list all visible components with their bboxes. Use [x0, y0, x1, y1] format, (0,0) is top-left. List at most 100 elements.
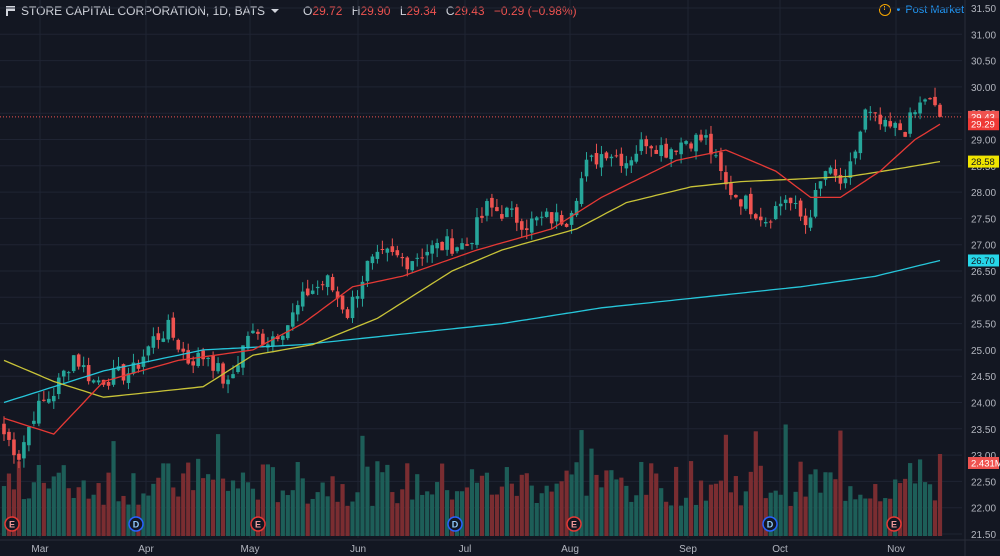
- dividend-marker[interactable]: [762, 516, 778, 532]
- volume-bar: [181, 473, 186, 536]
- volume-bar: [783, 424, 788, 536]
- earnings-marker[interactable]: [566, 516, 582, 532]
- dividend-marker[interactable]: [447, 516, 463, 532]
- candle: [27, 426, 31, 446]
- candle: [749, 193, 753, 215]
- volume-bar: [728, 492, 733, 536]
- volume-bar: [41, 482, 46, 536]
- candle: [395, 250, 400, 256]
- candle: [644, 139, 649, 147]
- candle: [176, 339, 181, 350]
- y-tick-label: 31.00: [971, 30, 996, 41]
- volume-bar: [36, 465, 41, 536]
- y-tick-label: 27.00: [971, 241, 996, 252]
- candle: [679, 142, 683, 155]
- volume-bar: [903, 478, 908, 536]
- earnings-marker[interactable]: [250, 516, 266, 532]
- volume-bar: [116, 501, 121, 536]
- price-marker-label: 26.70: [971, 256, 995, 267]
- volume-bar: [619, 477, 624, 536]
- candle: [808, 217, 813, 228]
- candle: [480, 215, 484, 218]
- candle: [649, 146, 654, 149]
- candle: [604, 152, 609, 159]
- candle: [878, 114, 883, 125]
- volume-bar: [435, 482, 440, 536]
- volume-bar: [733, 476, 738, 536]
- earnings-marker[interactable]: [886, 516, 902, 532]
- volume-bar: [46, 488, 51, 536]
- volume-bar: [290, 490, 295, 536]
- candle: [833, 168, 838, 176]
- candle: [161, 338, 166, 342]
- x-tick-label: Nov: [887, 544, 905, 555]
- volume-bar: [245, 482, 251, 536]
- candle: [574, 200, 579, 216]
- candle: [758, 216, 763, 221]
- volume-bar: [206, 474, 211, 536]
- volume-bar: [654, 473, 659, 536]
- volume-bar: [420, 494, 425, 536]
- candle: [420, 257, 425, 259]
- volume-bar: [669, 505, 674, 536]
- volume-bar: [6, 473, 12, 536]
- candle: [938, 104, 942, 117]
- candle: [460, 243, 464, 250]
- candle: [873, 112, 878, 114]
- volume-bar: [693, 504, 699, 536]
- volume-bar: [415, 474, 420, 536]
- volume-bar: [743, 491, 748, 536]
- volume-bar: [151, 483, 156, 536]
- candle: [295, 305, 300, 315]
- volume-bar: [604, 470, 609, 536]
- low-label: L: [399, 4, 407, 18]
- volume-bar: [519, 474, 524, 536]
- volume-bar: [360, 435, 365, 536]
- volume-bar: [873, 484, 878, 536]
- volume-bar: [489, 494, 495, 536]
- y-tick-label: 30.50: [971, 57, 996, 68]
- volume-bar: [425, 491, 430, 536]
- volume-bar: [589, 448, 594, 536]
- event-marker-label: D: [452, 520, 459, 530]
- earnings-marker[interactable]: [4, 516, 20, 532]
- volume-bar: [161, 463, 166, 536]
- volume-bar: [225, 490, 231, 536]
- volume-bar: [385, 464, 390, 536]
- volume-bar: [86, 498, 91, 536]
- dividend-marker[interactable]: [128, 516, 144, 532]
- candle: [81, 365, 86, 368]
- volume-bar: [469, 469, 475, 536]
- volume-bar: [504, 467, 509, 536]
- volume-bar: [440, 463, 445, 536]
- candle: [848, 161, 853, 178]
- volume-bar: [609, 470, 614, 536]
- post-market-label: Post Market: [905, 4, 964, 16]
- candle: [724, 172, 728, 185]
- candle: [704, 135, 708, 138]
- candle: [32, 420, 36, 424]
- candle: [171, 317, 176, 338]
- candle: [445, 236, 449, 250]
- candle: [898, 123, 902, 131]
- candle: [106, 381, 111, 386]
- candle: [619, 153, 624, 166]
- candle: [385, 248, 390, 253]
- candle: [196, 352, 200, 366]
- volume-bar: [454, 491, 460, 536]
- volume-bar: [240, 472, 246, 536]
- volume-bar: [375, 461, 380, 536]
- volume-bar: [773, 490, 778, 536]
- candle: [181, 348, 186, 352]
- volume-bar: [554, 483, 559, 536]
- volume-bar: [156, 477, 161, 536]
- chevron-down-icon[interactable]: [271, 9, 280, 13]
- candle: [659, 145, 663, 157]
- candle: [883, 119, 888, 127]
- volume-bar: [285, 495, 290, 536]
- volume-bar: [579, 430, 584, 536]
- candle: [246, 335, 250, 349]
- ma-slow-line: [3, 259, 941, 404]
- volume-bar: [644, 494, 649, 536]
